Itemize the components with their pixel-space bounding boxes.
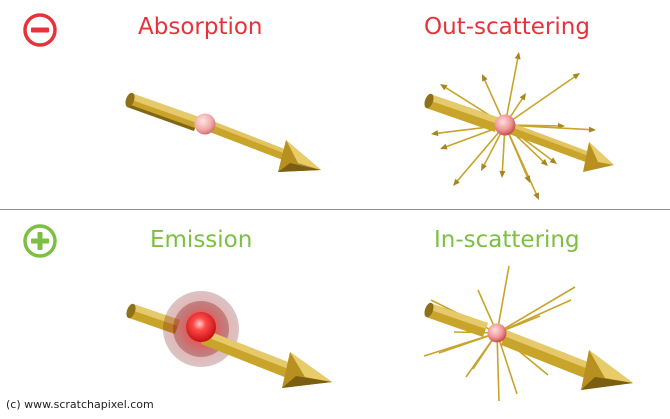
in-scattered-ray: [465, 336, 495, 378]
out-scattering-particle: [494, 114, 516, 136]
out-scattered-ray-head: [482, 74, 488, 82]
out-scattered-ray-head: [519, 93, 526, 101]
in-scattered-ray: [500, 286, 576, 332]
in-scattering-arrow: [424, 302, 633, 390]
out-scattered-ray: [504, 56, 519, 126]
out-scattered-ray-head: [572, 73, 580, 80]
out-scattered-ray-head: [440, 143, 448, 150]
in-scattered-ray: [497, 337, 518, 395]
out-scattered-ray-head: [499, 170, 506, 178]
in-scattering-particle: [487, 323, 507, 343]
out-scattered-ray-head: [431, 130, 439, 137]
in-scattered-ray: [423, 333, 493, 357]
out-scattered-ray-head: [540, 158, 548, 166]
plus-circle-icon: [23, 224, 57, 258]
emission-label: Emission: [150, 227, 253, 253]
absorption-arrow: [125, 92, 321, 172]
minus-circle-icon: [23, 13, 57, 47]
emitting-particle: [186, 312, 216, 342]
out-scattering-label: Out-scattering: [424, 14, 590, 40]
out-scattered-ray-head: [440, 84, 448, 91]
in-scattered-ray: [477, 289, 496, 329]
absorption-label: Absorption: [138, 14, 263, 40]
out-scattered-ray-head: [514, 52, 521, 60]
out-scattered-ray-head: [453, 178, 460, 186]
section-divider: [0, 209, 670, 210]
out-scattered-ray: [504, 75, 577, 126]
in-scattering-label: In-scattering: [434, 227, 580, 253]
out-scattered-ray-head: [588, 126, 596, 133]
out-scattering-arrow: [424, 93, 614, 172]
in-scattered-ray: [496, 337, 500, 402]
out-scattered-ray-head: [481, 163, 487, 171]
out-scattered-ray: [455, 124, 506, 183]
in-scattered-ray: [497, 265, 510, 329]
absorbing-particle: [194, 113, 216, 135]
emission-arrow-front: [201, 330, 332, 388]
out-scattered-ray-head: [549, 157, 557, 164]
copyright-credit: (c) www.scratchapixel.com: [6, 398, 154, 411]
out-scattered-ray-head: [524, 175, 530, 183]
out-scattered-ray-head: [533, 192, 539, 200]
